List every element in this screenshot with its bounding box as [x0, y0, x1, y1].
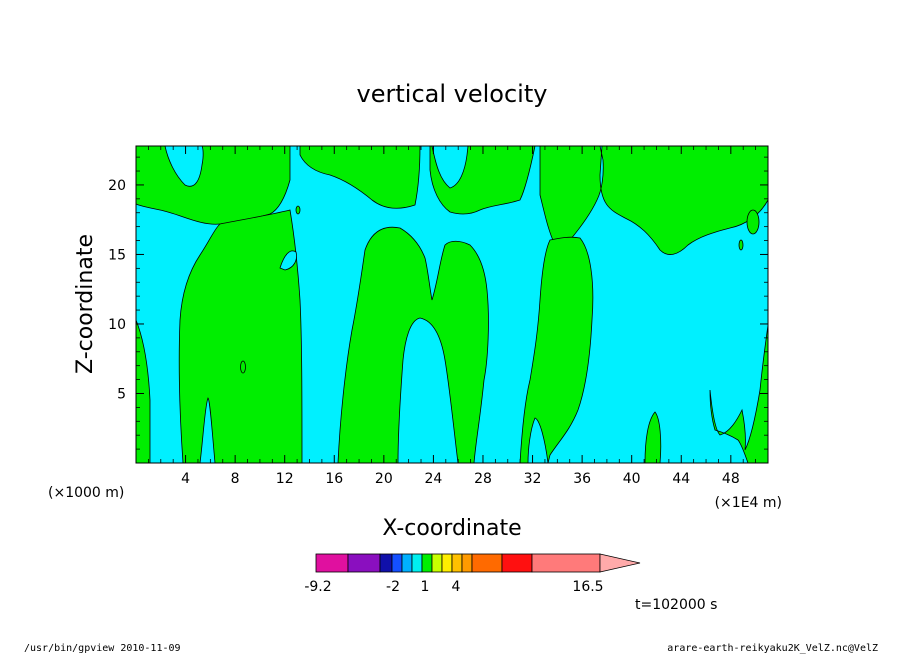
colorbar-label: 4: [452, 579, 461, 595]
region-cyan-island-1: [164, 145, 204, 187]
y-tick-label: 15: [108, 247, 126, 263]
colorbar-segment: [471, 553, 503, 573]
region-cyan-island-2: [431, 145, 469, 189]
colorbar-segment: [379, 553, 393, 573]
x-tick-label: 8: [231, 471, 240, 487]
region-cyan-island-3: [279, 250, 297, 271]
x-axis-label: X-coordinate: [382, 516, 521, 541]
x-tick-label: 12: [276, 471, 294, 487]
colorbar-segment: [421, 553, 433, 573]
colorbar-label: 16.5: [572, 579, 603, 595]
colorbar-labels: -9.2 -2 1 4 16.5: [304, 579, 603, 595]
x-tick-label: 4: [181, 471, 190, 487]
y-tick-label: 10: [108, 317, 126, 333]
footer-left: /usr/bin/gpview 2010-11-09: [24, 643, 181, 654]
y-tick-label: 20: [108, 178, 126, 194]
region-left-column: [178, 209, 303, 464]
chart-title: vertical velocity: [357, 80, 548, 108]
region-island-3: [738, 239, 744, 251]
colorbar-segment: [451, 553, 463, 573]
y-tick-label: 5: [117, 386, 126, 402]
plot-frame: [135, 145, 769, 464]
x-axis: 4 8 12 16 20 24 28 32 36 40 44 48: [147, 146, 757, 487]
region-lower-right-lobe-1: [644, 411, 662, 464]
x-tick-label: 44: [672, 471, 690, 487]
x-tick-label: 48: [722, 471, 740, 487]
region-mid-column: [337, 226, 489, 464]
x-tick-label: 40: [623, 471, 641, 487]
colorbar-arrow: [599, 553, 641, 573]
x-tick-label: 36: [573, 471, 591, 487]
x-unit-right: (×1E4 m): [715, 495, 782, 511]
colorbar: [315, 553, 641, 573]
x-tick-label: 16: [325, 471, 343, 487]
x-tick-label: 32: [524, 471, 542, 487]
x-tick-label: 28: [474, 471, 492, 487]
colorbar-segment: [401, 553, 413, 573]
time-label: t=102000 s: [635, 597, 717, 613]
colorbar-segment: [347, 553, 381, 573]
region-top-mid: [299, 145, 421, 209]
region-right-column: [519, 236, 594, 464]
x-tick-label: 24: [424, 471, 442, 487]
x-tick-label: 20: [375, 471, 393, 487]
colorbar-segment: [441, 553, 453, 573]
colorbar-label: -2: [386, 579, 400, 595]
colorbar-segment: [501, 553, 533, 573]
y-axis-label: Z-coordinate: [73, 234, 98, 374]
negative-islands: [164, 145, 469, 271]
colorbar-segment: [531, 553, 601, 573]
colorbar-segment: [315, 553, 349, 573]
region-island-1: [240, 360, 246, 374]
footer-right: arare-earth-reikyaku2K_VelZ.nc@VelZ: [667, 643, 878, 654]
region-lower-right-lobe-2: [709, 324, 769, 464]
y-axis: 5 10 15 20: [108, 156, 768, 450]
region-top-band: [136, 145, 769, 255]
region-island-2: [295, 205, 301, 215]
region-lower-left-wedge: [135, 319, 151, 464]
colorbar-segment: [431, 553, 443, 573]
colorbar-segment: [391, 553, 403, 573]
colorbar-segment: [461, 553, 473, 573]
colorbar-segment: [411, 553, 423, 573]
region-island-4: [746, 209, 760, 235]
colorbar-label: 1: [421, 579, 430, 595]
positive-regions: [135, 145, 769, 464]
x-unit-left: (×1000 m): [48, 485, 124, 501]
colorbar-label: -9.2: [304, 579, 331, 595]
